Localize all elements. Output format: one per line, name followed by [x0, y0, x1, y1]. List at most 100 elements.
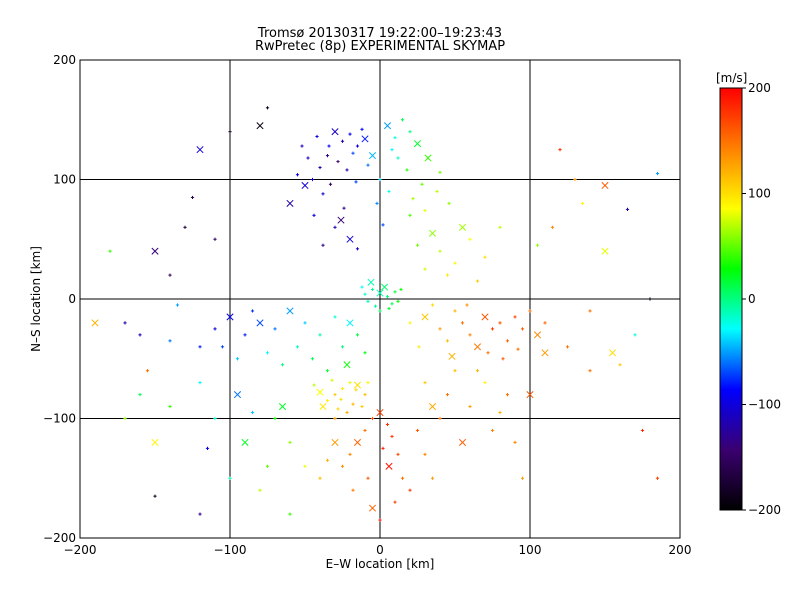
- scatter-points: [91, 106, 660, 522]
- data-point-plus: [123, 416, 127, 421]
- data-point-x: [424, 154, 432, 162]
- data-point-plus: [355, 247, 360, 251]
- data-point-plus: [345, 410, 349, 415]
- data-point-x: [286, 307, 294, 315]
- data-point-plus: [288, 440, 292, 444]
- x-tick-label: 0: [376, 543, 384, 557]
- data-point-plus: [468, 237, 472, 241]
- data-point-plus: [445, 339, 450, 343]
- data-point-x: [278, 402, 287, 411]
- data-point-plus: [385, 295, 390, 299]
- data-point-x: [286, 199, 294, 207]
- data-point-plus: [385, 422, 390, 427]
- data-point-plus: [417, 345, 421, 349]
- data-point-plus: [438, 249, 442, 253]
- data-point-plus: [420, 182, 424, 186]
- data-point-plus: [453, 369, 457, 373]
- data-point-plus: [468, 404, 472, 409]
- data-point-x: [458, 438, 467, 446]
- data-point-plus: [498, 225, 502, 229]
- data-point-plus: [348, 132, 352, 136]
- y-tick-label: −200: [43, 531, 76, 545]
- data-point-x: [241, 438, 249, 446]
- data-point-plus: [618, 363, 622, 367]
- data-point-plus: [306, 156, 310, 160]
- data-point-plus: [588, 309, 592, 313]
- data-point-plus: [528, 309, 532, 313]
- data-point-plus: [573, 177, 577, 182]
- data-point-plus: [363, 292, 367, 296]
- data-point-plus: [265, 351, 270, 355]
- data-point-plus: [213, 327, 217, 331]
- data-point-plus: [393, 136, 397, 140]
- data-point-plus: [303, 321, 307, 325]
- data-point-plus: [339, 397, 343, 401]
- data-point-plus: [655, 171, 660, 176]
- data-point-plus: [535, 243, 540, 247]
- data-point-plus: [633, 333, 637, 337]
- data-point-plus: [366, 299, 370, 303]
- data-point-plus: [205, 446, 210, 450]
- data-point-plus: [447, 201, 451, 205]
- data-point-x: [526, 391, 534, 399]
- data-point-plus: [258, 488, 262, 492]
- data-point-plus: [168, 273, 172, 277]
- data-point-x: [319, 402, 327, 411]
- data-point-plus: [370, 287, 375, 292]
- data-point-plus: [366, 476, 370, 480]
- data-point-plus: [168, 339, 172, 343]
- data-point-plus: [490, 428, 495, 433]
- colorbar-tick-label: −200: [748, 503, 781, 517]
- data-point-plus: [198, 345, 202, 349]
- data-point-plus: [415, 243, 420, 247]
- data-point-plus: [123, 321, 127, 325]
- data-point-plus: [408, 321, 412, 325]
- data-point-plus: [423, 452, 427, 456]
- data-point-x: [383, 122, 392, 130]
- data-point-x: [233, 391, 242, 399]
- data-point-x: [331, 438, 339, 446]
- data-point-plus: [213, 416, 217, 421]
- data-point-plus: [390, 434, 394, 439]
- data-point-plus: [310, 357, 315, 361]
- data-point-plus: [235, 357, 240, 361]
- chart-title: Tromsø 20130317 19:22:00–19:23:43: [257, 26, 503, 41]
- data-point-plus: [355, 333, 360, 337]
- data-point-x: [608, 349, 617, 357]
- data-point-plus: [228, 130, 232, 134]
- data-point-plus: [318, 333, 322, 337]
- data-point-plus: [340, 345, 345, 349]
- data-point-plus: [430, 303, 435, 307]
- data-point-plus: [300, 144, 304, 148]
- data-point-plus: [342, 206, 346, 210]
- data-point-plus: [453, 309, 457, 313]
- data-point-plus: [520, 476, 525, 480]
- data-point-plus: [325, 398, 330, 403]
- data-point-plus: [250, 309, 255, 313]
- data-point-x: [421, 313, 429, 321]
- data-point-plus: [250, 410, 255, 415]
- data-point-plus: [354, 388, 358, 392]
- data-point-plus: [325, 458, 330, 462]
- data-point-x: [226, 313, 234, 321]
- data-point-plus: [483, 255, 487, 259]
- data-point-plus: [295, 173, 300, 177]
- data-point-x: [353, 438, 362, 446]
- data-point-x: [368, 504, 377, 512]
- data-point-plus: [370, 416, 375, 421]
- data-point-plus: [228, 476, 232, 480]
- data-point-plus: [648, 297, 652, 301]
- data-point-plus: [396, 299, 400, 303]
- data-point-x: [151, 438, 159, 446]
- data-point-x: [361, 135, 369, 143]
- data-point-plus: [430, 476, 435, 480]
- data-point-plus: [396, 452, 400, 456]
- data-point-plus: [468, 333, 472, 337]
- colorbar-unit-label: [m/s]: [716, 71, 748, 85]
- data-point-plus: [558, 148, 562, 152]
- colorbar-tick-label: 100: [748, 187, 771, 201]
- data-point-plus: [453, 261, 457, 265]
- data-point-plus: [400, 476, 405, 480]
- data-point-plus: [366, 163, 370, 167]
- data-point-plus: [360, 285, 364, 289]
